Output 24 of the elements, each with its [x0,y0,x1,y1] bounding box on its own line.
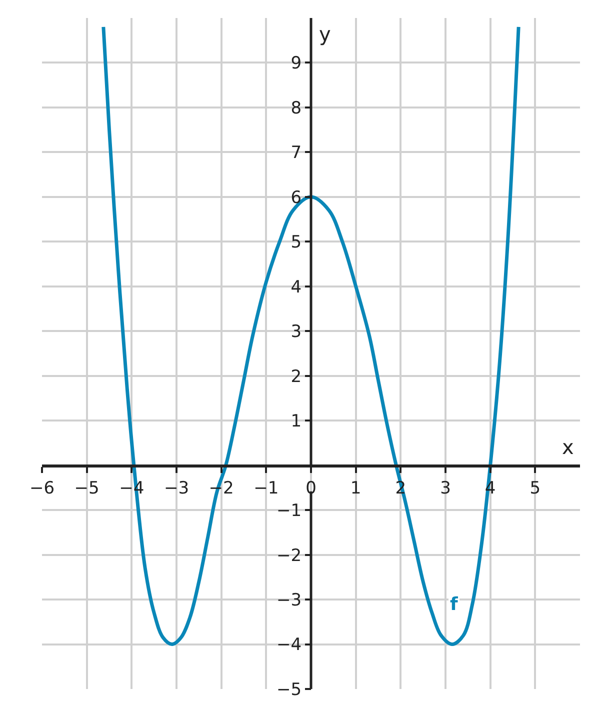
series-label: f [450,594,458,615]
x-tick-label: 5 [530,478,541,498]
y-tick-label: 3 [290,322,302,342]
y-tick-label: 6 [290,188,302,208]
y-tick-label: 5 [290,232,302,253]
y-tick-label: −1 [276,501,302,522]
y-tick-label: −4 [276,635,302,656]
x-tick-label: −1 [254,478,279,498]
y-tick-label: 4 [290,277,302,298]
x-tick-label: −3 [164,478,190,498]
x-tick-label: 3 [440,478,451,498]
y-tick-label: 8 [290,98,302,118]
y-tick-label: 9 [290,54,302,74]
y-tick-label: −2 [276,546,302,566]
x-tick-label: 1 [350,478,362,498]
y-tick-label: 2 [290,366,302,387]
x-tick-label: −6 [29,478,55,498]
y-tick-label: −3 [276,590,302,610]
y-tick-label: 7 [290,143,302,164]
y-tick-label: −5 [276,680,302,700]
y-axis-title: y [319,22,331,46]
y-tick-label: 1 [290,412,302,432]
x-tick-label: −5 [74,478,100,498]
x-axis-title: x [562,435,574,459]
